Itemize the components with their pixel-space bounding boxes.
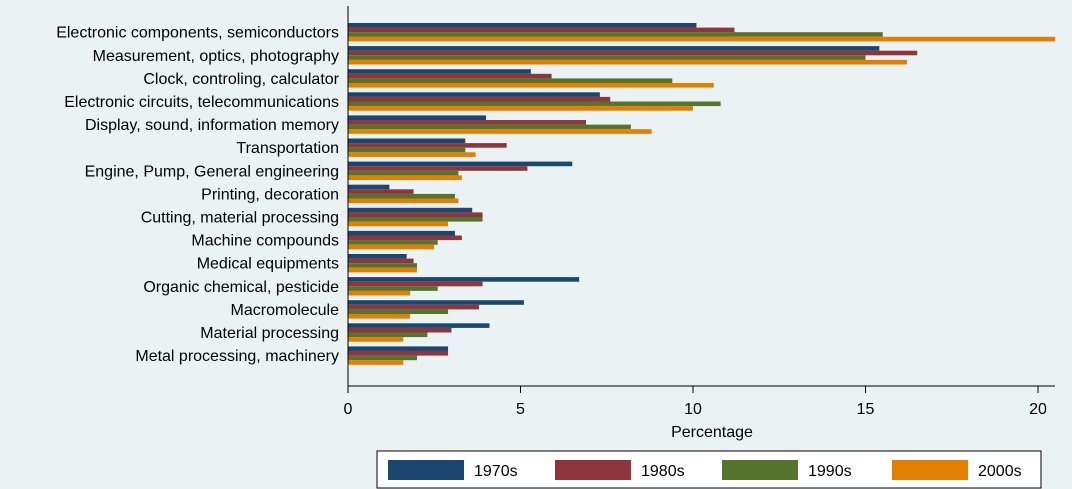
category-label: Cutting, material processing [141,210,339,227]
x-tick-label: 20 [1029,401,1047,418]
bar [348,346,449,351]
bar [348,46,880,51]
bar [348,120,587,125]
category-label: Macromolecule [231,302,340,319]
legend: 1970s 1980s 1990s 2000s [376,450,1042,489]
bar [348,355,417,361]
bar [348,207,473,213]
category-label: Organic chemical, pesticide [143,279,339,296]
bar [348,277,580,282]
legend-label: 1970s [474,463,518,480]
bar [348,175,462,180]
legend-swatch [388,460,464,480]
bar [348,23,697,28]
bar [348,170,459,176]
bar [348,50,918,56]
bar [348,147,466,153]
bar [348,106,693,111]
bar [348,235,462,241]
bar [348,69,531,74]
bar [348,267,417,273]
bar [348,78,673,83]
bar [348,337,404,342]
category-labels: Electronic components, semiconductors Mea… [56,25,339,365]
bar [348,73,552,79]
category-label: Medical equipments [197,256,339,273]
bar [348,166,528,171]
bar [348,314,411,319]
bar [348,304,480,310]
bar [348,212,483,217]
category-label: Machine compounds [191,233,339,250]
category-label: Material processing [200,325,339,342]
bar [348,101,721,107]
category-label: Electronic components, semiconductors [56,25,339,42]
bar [348,36,1056,42]
bar [348,290,411,296]
category-label: Display, sound, information memory [85,117,339,134]
x-tick-label: 15 [857,401,875,418]
bar [348,115,486,120]
bar [348,281,483,287]
legend-label: 1990s [808,463,852,480]
bar [348,309,449,314]
bar [348,300,524,305]
bar [348,254,407,259]
bar [348,184,390,190]
bar [348,27,735,33]
bar [348,129,652,134]
legend-swatch [555,460,631,480]
x-tick-label: 10 [684,401,702,418]
legend-label: 2000s [978,463,1022,480]
category-label: Transportation [236,140,339,157]
bar [348,55,866,60]
bar [348,143,507,148]
bar [348,230,455,236]
legend-swatch [722,460,798,480]
bar [348,83,714,88]
bar [348,152,476,157]
bar [348,96,611,102]
x-tick-label: 0 [344,401,353,418]
bar [348,360,404,365]
legend-swatch [892,460,968,480]
category-label: Printing, decoration [201,186,339,203]
bar [348,32,883,37]
bar [348,263,417,268]
bar [348,244,435,250]
bar [348,198,459,204]
x-axis-title: Percentage [671,424,753,441]
bar [348,138,466,144]
bar [348,323,490,328]
bar [348,351,449,356]
x-tick-label: 5 [516,401,525,418]
category-label: Metal processing, machinery [135,348,339,365]
bar [348,161,573,167]
legend-items: 1970s 1980s 1990s 2000s [388,460,1022,480]
category-label: Clock, controling, calculator [143,71,339,88]
bar [348,221,449,227]
bar [348,92,600,97]
bar [348,258,414,264]
bar [348,189,414,194]
bar [348,327,452,333]
category-label: Measurement, optics, photography [93,48,339,65]
bar [348,193,455,199]
bar [348,332,428,338]
x-axis-ticks: 0 5 10 15 20 [344,386,1047,418]
category-label: Electronic circuits, telecommunications [64,94,339,111]
legend-label: 1980s [641,463,685,480]
bar [348,217,483,222]
category-label: Engine, Pump, General engineering [85,163,339,180]
bar [348,124,631,130]
bar [348,59,907,65]
bar [348,240,438,245]
bars-layer [348,23,1056,365]
bar [348,286,438,291]
